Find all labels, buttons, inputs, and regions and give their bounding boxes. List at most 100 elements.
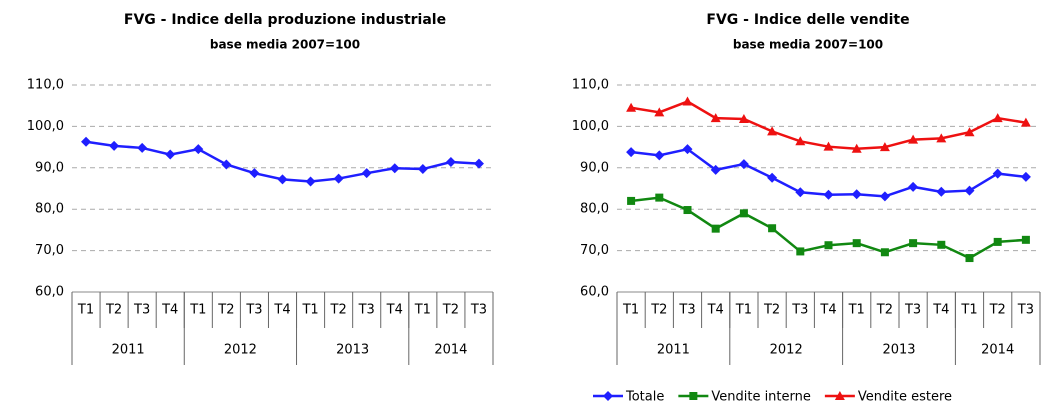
marker: [710, 113, 721, 123]
marker: [109, 140, 120, 151]
year-label: 2013: [882, 343, 915, 358]
marker: [993, 237, 1002, 246]
marker: [627, 196, 636, 205]
marker: [879, 142, 890, 152]
y-tick-label: 70,0: [35, 243, 64, 258]
marker: [626, 147, 637, 158]
marker: [389, 163, 400, 174]
marker: [137, 142, 148, 153]
marker: [879, 191, 890, 202]
y-tick-label: 70,0: [580, 243, 609, 258]
marker: [823, 189, 834, 200]
chart-subtitle: base media 2007=100: [210, 38, 360, 52]
year-label: 2011: [657, 343, 690, 358]
marker: [710, 164, 721, 175]
y-tick-label: 60,0: [35, 285, 64, 300]
marker: [221, 159, 232, 170]
y-tick-label: 110,0: [27, 78, 64, 93]
x-tick-label: T4: [707, 303, 724, 318]
marker: [824, 241, 833, 250]
x-tick-label: T4: [932, 303, 949, 318]
marker: [1021, 235, 1030, 244]
marker: [768, 224, 777, 233]
marker: [908, 134, 919, 144]
chart-subtitle: base media 2007=100: [733, 38, 883, 52]
x-tick-label: T3: [1017, 303, 1034, 318]
marker: [682, 96, 693, 106]
x-tick-label: T3: [470, 303, 487, 318]
marker: [193, 144, 204, 155]
marker: [333, 173, 344, 184]
marker: [473, 158, 484, 169]
marker: [795, 187, 806, 198]
year-label: 2014: [981, 343, 1014, 358]
marker: [655, 193, 664, 202]
marker: [767, 172, 778, 183]
x-tick-label: T1: [960, 303, 977, 318]
year-label: 2013: [336, 343, 369, 358]
y-tick-label: 80,0: [580, 202, 609, 217]
marker: [992, 168, 1003, 179]
chart-title: FVG - Indice delle vendite: [706, 12, 909, 28]
y-tick-label: 90,0: [580, 160, 609, 175]
x-tick-label: T2: [105, 303, 122, 318]
y-tick-label: 90,0: [35, 160, 64, 175]
marker: [445, 157, 456, 168]
marker: [1020, 171, 1031, 182]
marker: [654, 150, 665, 161]
marker: [965, 254, 974, 263]
marker: [165, 149, 176, 160]
marker: [964, 185, 975, 196]
marker: [305, 176, 316, 187]
x-tick-label: T1: [189, 303, 206, 318]
marker: [249, 168, 260, 179]
marker: [654, 107, 665, 117]
legend-label: Vendite estere: [858, 390, 952, 405]
y-tick-label: 80,0: [35, 202, 64, 217]
x-tick-label: T2: [989, 303, 1006, 318]
y-tick-label: 100,0: [572, 119, 609, 134]
marker: [796, 247, 805, 256]
x-tick-label: T4: [273, 303, 290, 318]
marker: [908, 181, 919, 192]
marker: [361, 168, 372, 179]
x-tick-label: T4: [161, 303, 178, 318]
marker: [834, 391, 845, 400]
x-tick-label: T3: [678, 303, 695, 318]
marker: [81, 136, 92, 147]
year-label: 2011: [112, 343, 145, 358]
marker: [738, 159, 749, 170]
marker: [823, 141, 834, 151]
marker: [767, 126, 778, 136]
marker: [851, 189, 862, 200]
legend-label: Totale: [625, 390, 664, 405]
y-tick-label: 110,0: [572, 78, 609, 93]
year-label: 2012: [224, 343, 257, 358]
x-tick-label: T3: [904, 303, 921, 318]
x-tick-label: T3: [358, 303, 375, 318]
x-tick-label: T3: [245, 303, 262, 318]
marker: [1020, 117, 1031, 127]
y-tick-label: 100,0: [27, 119, 64, 134]
x-tick-label: T1: [77, 303, 94, 318]
marker: [936, 186, 947, 197]
x-tick-label: T1: [301, 303, 318, 318]
marker: [937, 240, 946, 249]
x-tick-label: T2: [763, 303, 780, 318]
marker: [880, 248, 889, 257]
marker: [964, 127, 975, 137]
marker: [909, 239, 918, 248]
x-tick-label: T3: [791, 303, 808, 318]
marker: [683, 206, 692, 215]
x-tick-label: T4: [819, 303, 836, 318]
x-tick-label: T1: [414, 303, 431, 318]
marker: [277, 174, 288, 185]
series-line: [630, 100, 1027, 151]
year-label: 2012: [770, 343, 803, 358]
marker: [852, 239, 861, 248]
x-tick-label: T2: [217, 303, 234, 318]
marker: [992, 113, 1003, 123]
marker: [851, 143, 862, 153]
marker: [739, 209, 748, 218]
